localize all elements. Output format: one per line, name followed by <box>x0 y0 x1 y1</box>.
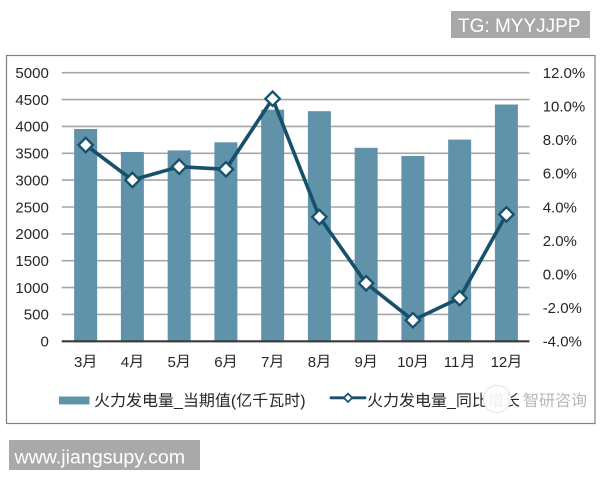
svg-text:1500: 1500 <box>15 253 48 270</box>
svg-text:3500: 3500 <box>15 146 48 163</box>
svg-text:0: 0 <box>40 334 48 351</box>
svg-text:10: 10 <box>397 354 414 371</box>
svg-text:3000: 3000 <box>15 172 48 189</box>
svg-text:0.0%: 0.0% <box>543 266 577 283</box>
svg-text:-4.0%: -4.0% <box>543 334 582 351</box>
svg-text:12: 12 <box>491 354 508 371</box>
svg-text:11: 11 <box>444 354 460 371</box>
svg-text:_: _ <box>446 393 457 410</box>
svg-text:500: 500 <box>24 307 49 324</box>
svg-text:-2.0%: -2.0% <box>543 300 582 317</box>
svg-text:8: 8 <box>308 354 316 371</box>
svg-text:1000: 1000 <box>15 280 48 297</box>
svg-text:2.0%: 2.0% <box>543 233 577 250</box>
svg-text:(: ( <box>231 393 237 410</box>
svg-text:6: 6 <box>214 354 222 371</box>
svg-text:3: 3 <box>74 354 82 371</box>
svg-text:2000: 2000 <box>15 226 48 243</box>
svg-text:5: 5 <box>168 354 176 371</box>
svg-text:8.0%: 8.0% <box>543 132 577 149</box>
svg-text:12.0%: 12.0% <box>543 65 586 82</box>
svg-text:TG: MYYJJPP: TG: MYYJJPP <box>458 16 580 37</box>
svg-text:4000: 4000 <box>15 119 48 136</box>
svg-text:): ) <box>300 393 305 410</box>
svg-text:5000: 5000 <box>15 65 48 82</box>
svg-text:www.jiangsupy.com: www.jiangsupy.com <box>14 446 186 468</box>
svg-text:6.0%: 6.0% <box>543 166 577 183</box>
svg-text:10.0%: 10.0% <box>543 99 586 116</box>
svg-text:4500: 4500 <box>15 92 48 109</box>
svg-text:2500: 2500 <box>15 199 48 216</box>
svg-text:7: 7 <box>261 354 269 371</box>
svg-text:4: 4 <box>121 354 129 371</box>
svg-text:_: _ <box>173 393 184 410</box>
svg-text:9: 9 <box>355 354 363 371</box>
svg-text:4.0%: 4.0% <box>543 199 577 216</box>
